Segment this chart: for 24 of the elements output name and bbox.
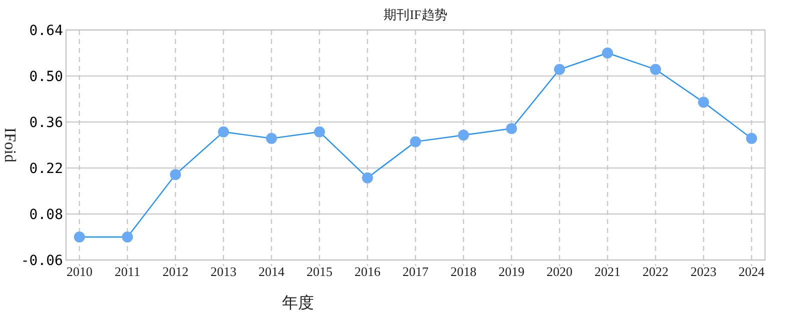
y-tick-label: -0.06: [20, 253, 63, 269]
x-tick-label: 2023: [690, 264, 717, 279]
x-tick-label: 2020: [546, 264, 573, 279]
chart-title: 期刊IF趋势: [384, 7, 448, 22]
y-tick-label: 0.36: [29, 115, 63, 131]
x-tick-label: 2016: [354, 264, 381, 279]
x-tick-label: 2024: [738, 264, 766, 279]
x-tick-label: 2015: [306, 264, 332, 279]
x-tick-label: 2017: [402, 264, 429, 279]
x-tick-label: 2018: [450, 264, 477, 279]
x-tick-label: 2022: [642, 264, 669, 279]
x-tick-label: 2014: [258, 264, 285, 279]
y-tick-label: 0.50: [29, 69, 63, 85]
x-tick-label: 2011: [114, 264, 140, 279]
y-axis-title: IFoid: [1, 128, 18, 162]
x-tick-label: 2010: [66, 264, 92, 279]
y-tick-label: 0.22: [29, 161, 63, 177]
x-tick-label: 2019: [498, 264, 525, 279]
y-tick-label: 0.64: [29, 23, 63, 39]
y-tick-label: 0.08: [29, 207, 63, 223]
x-tick-label: 2012: [162, 264, 188, 279]
x-tick-label: 2013: [210, 264, 236, 279]
x-axis-title: 年度: [282, 294, 314, 312]
x-tick-label: 2021: [594, 264, 621, 279]
